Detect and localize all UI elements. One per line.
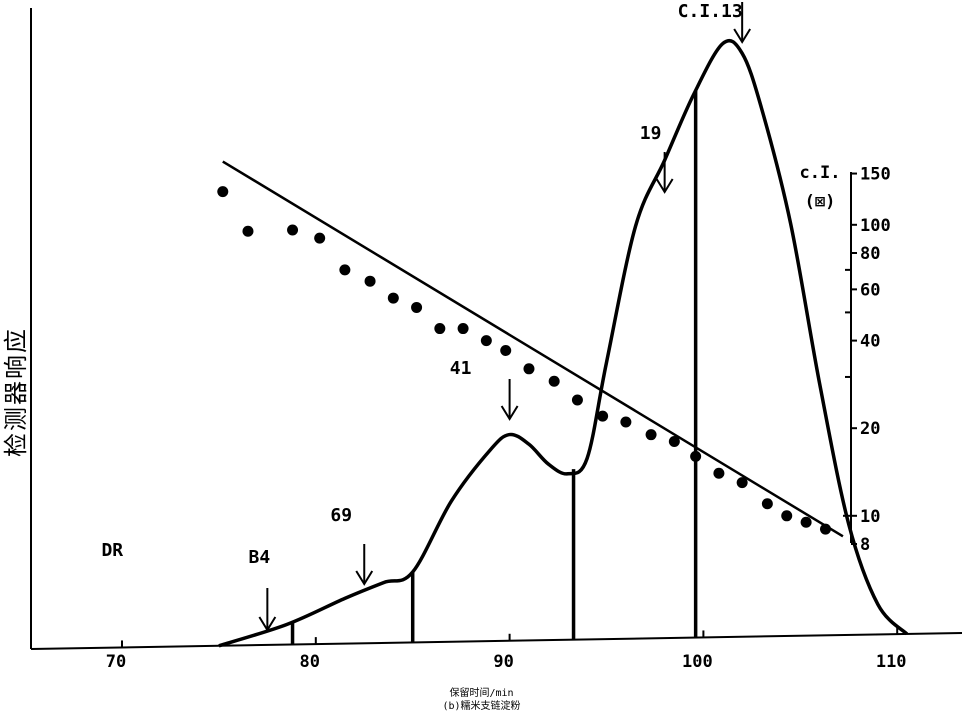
right-tick-label: 60 (860, 280, 880, 300)
right-axis-unit: (⊠) (805, 192, 836, 212)
figure-caption: (b)糯米支链淀粉 (442, 701, 521, 712)
ci-data-point (411, 301, 423, 313)
right-tick-label: 20 (860, 419, 880, 439)
arrow-ci13-icon (733, 2, 752, 44)
ci-data-point (314, 232, 326, 244)
ci-data-point (571, 394, 583, 406)
ci-data-point (713, 467, 725, 479)
x-axis-label: 保留时间/min (449, 688, 514, 699)
peak-label: 41 (450, 358, 472, 379)
peak-label: 69 (330, 505, 352, 526)
ci-data-point (434, 323, 446, 335)
ci-data-point (523, 363, 535, 375)
ci-data-point (645, 429, 657, 441)
arrow-19-icon (655, 152, 674, 194)
right-tick-label: 80 (860, 244, 880, 264)
arrow-41-icon (500, 379, 519, 421)
ci-data-point (339, 264, 351, 276)
ci-data-point (736, 477, 748, 489)
ci-data-point (457, 323, 469, 335)
ci-data-point (480, 335, 492, 347)
ci-data-point (287, 224, 299, 236)
x-tick-label: 80 (300, 652, 320, 672)
right-tick-label: 100 (860, 216, 891, 236)
ci-data-point (668, 436, 680, 448)
ci-data-point (597, 410, 609, 422)
arrow-69-icon (355, 544, 374, 586)
ci-data-point (761, 498, 773, 510)
peak-label: 19 (640, 123, 662, 144)
peak-label: C.I.13 (678, 1, 743, 22)
right-axis-label: c.I. (800, 163, 841, 183)
peak-label: B4 (249, 547, 271, 568)
right-tick-label: 8 (860, 535, 870, 555)
x-tick-label: 100 (682, 652, 713, 672)
right-tick-label: 150 (860, 165, 891, 185)
x-axis (30, 632, 963, 650)
elution-profile-curve (218, 38, 909, 648)
ci-data-point (364, 275, 376, 287)
x-tick-label: 70 (106, 652, 126, 672)
x-tick-label: 110 (876, 652, 907, 672)
arrow-b4-icon (258, 588, 277, 632)
ci-data-point (800, 516, 812, 528)
peak-label: DR (101, 540, 123, 561)
right-tick-label: 40 (860, 332, 880, 352)
ci-data-point (781, 510, 793, 522)
ci-data-point (242, 225, 254, 237)
ci-data-point (620, 416, 632, 428)
ci-data-point (548, 375, 560, 387)
y-axis-label: 检测器响应 (2, 327, 30, 457)
ci-data-point (217, 186, 229, 198)
x-tick-label: 90 (493, 652, 513, 672)
ci-data-point (690, 450, 702, 462)
ci-data-point (387, 292, 399, 304)
right-tick-label: 10 (860, 507, 880, 527)
ci-data-point (500, 344, 512, 356)
ci-data-point (819, 523, 831, 535)
regression-line (222, 160, 844, 538)
